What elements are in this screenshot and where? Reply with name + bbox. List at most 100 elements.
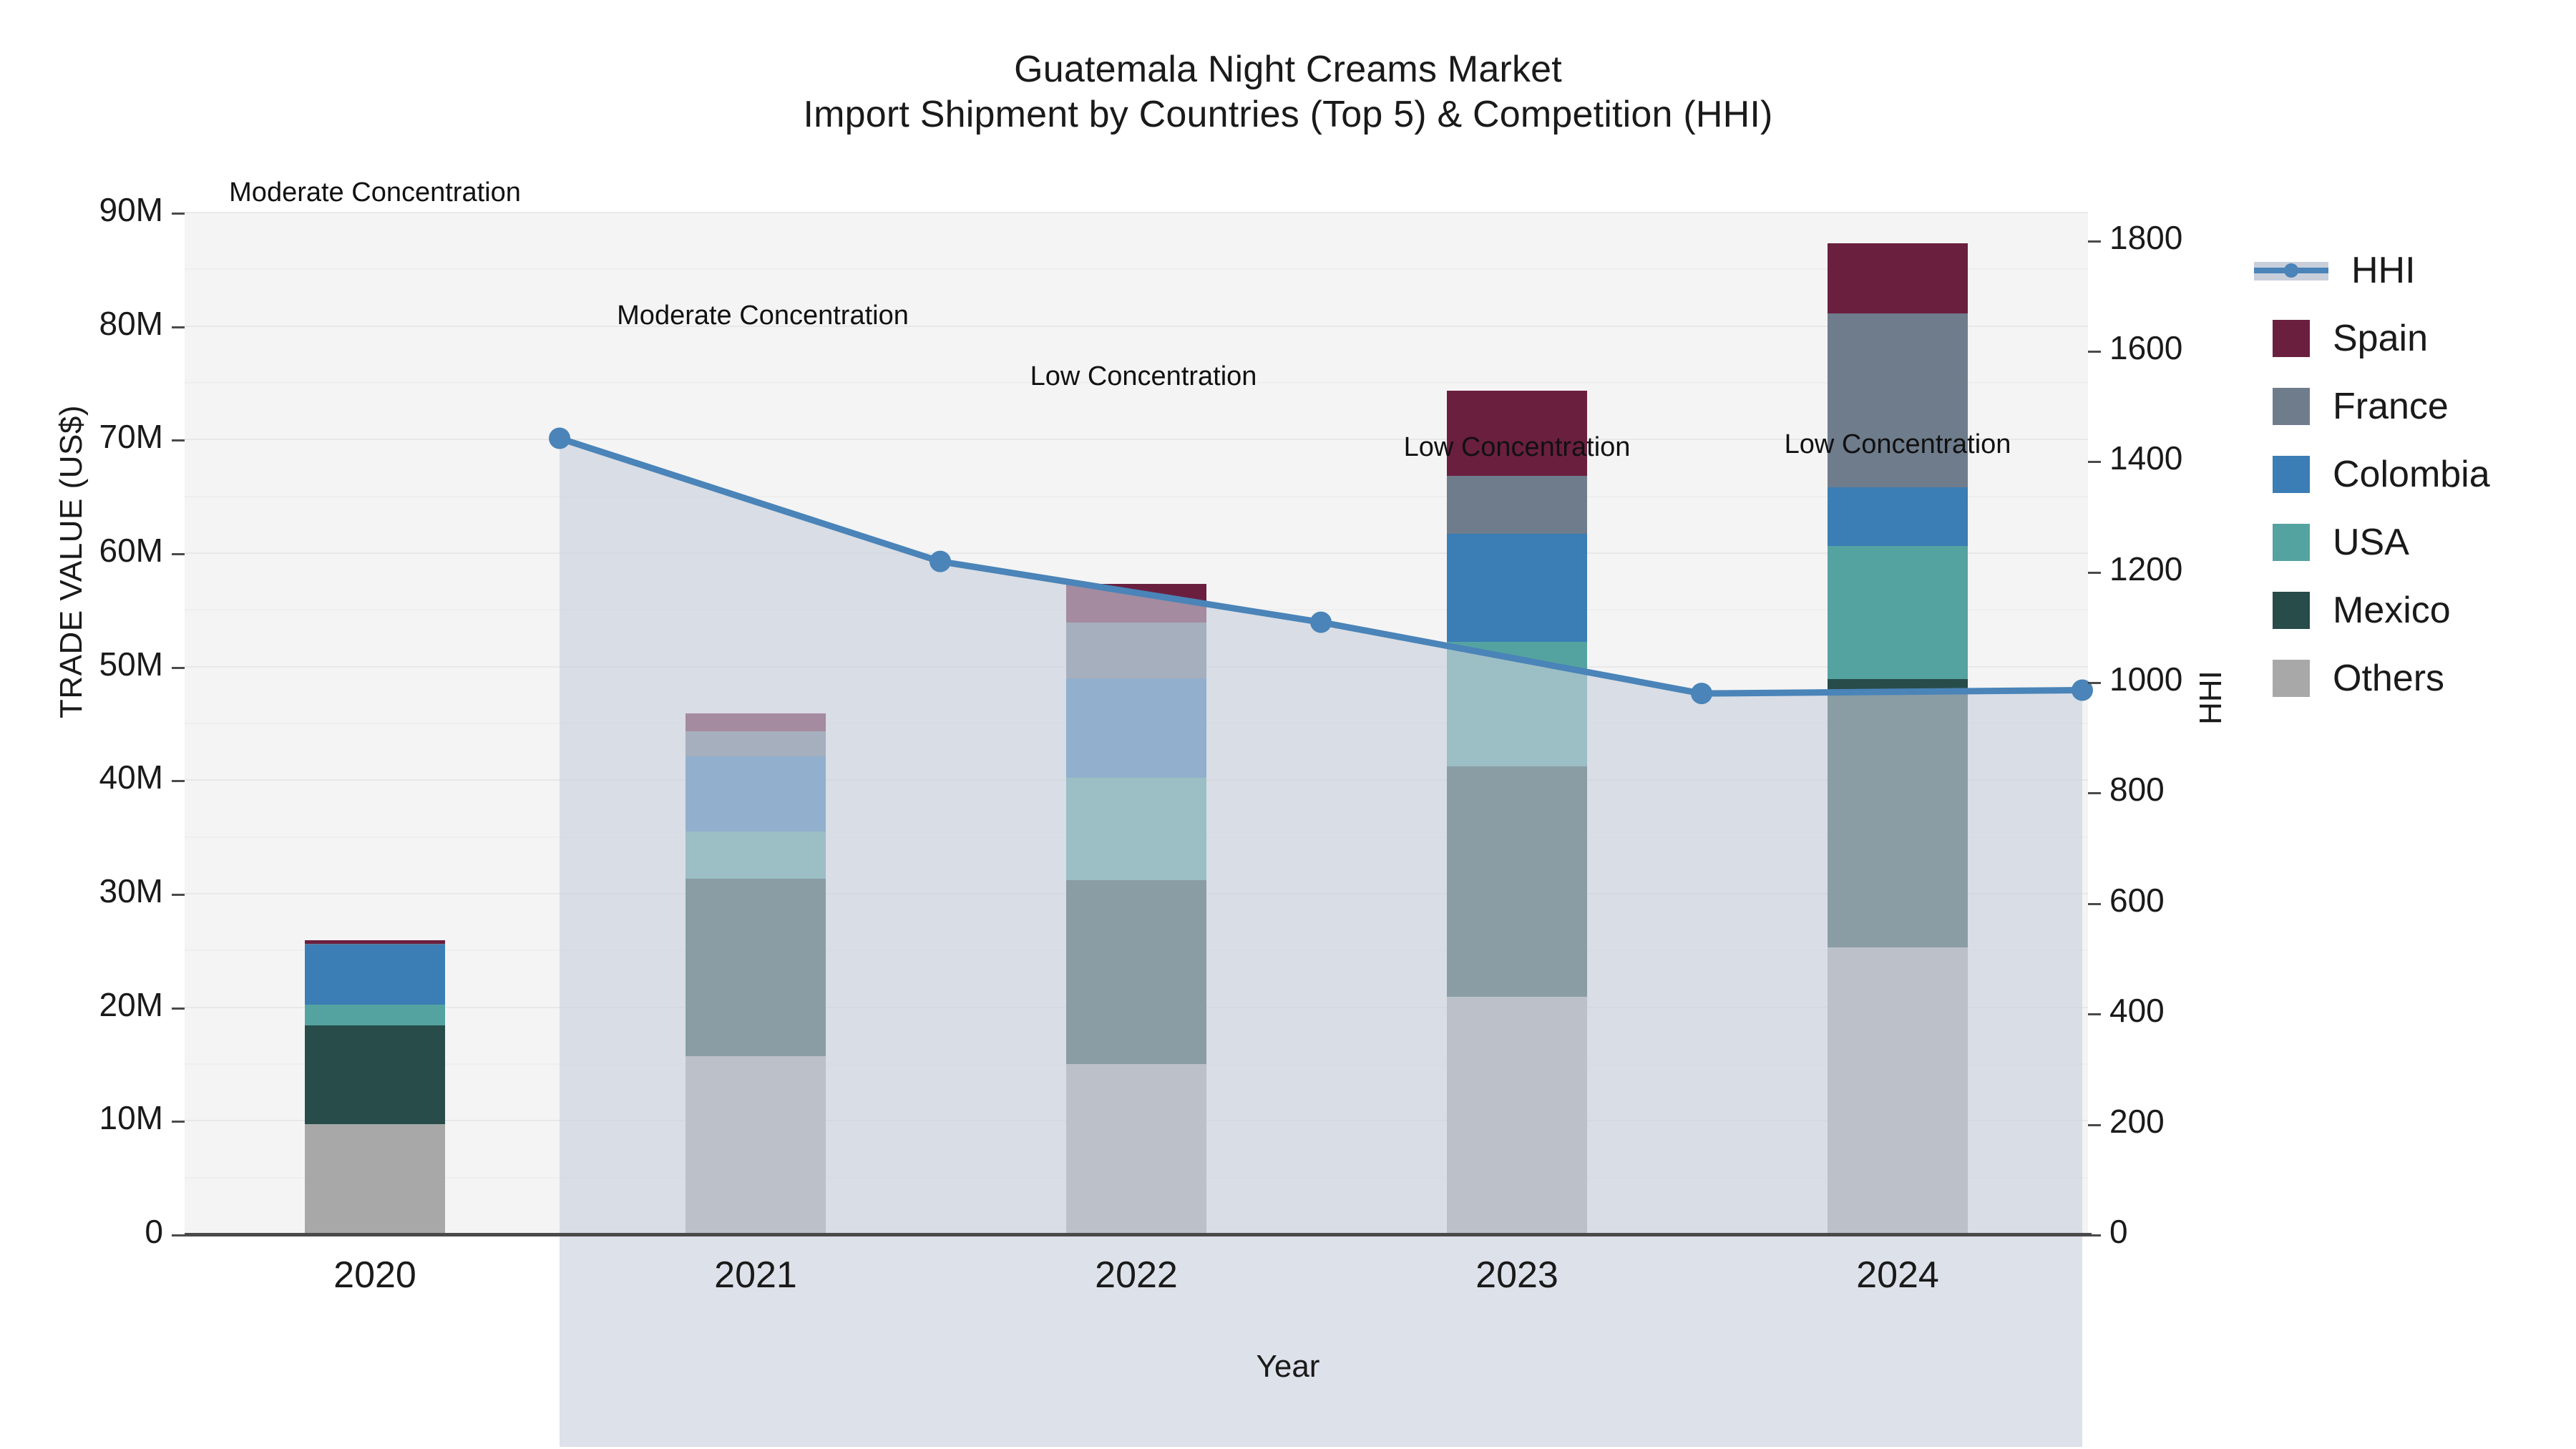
plot-area [185, 212, 2093, 1447]
y-tick-right-1200: 1200 [2109, 550, 2183, 587]
chart-title-line-1: Guatemala Night Creams Market [1014, 49, 1562, 90]
y-tick-mark-right [2088, 682, 2101, 685]
gridline [185, 325, 2088, 327]
legend-item-hhi[interactable]: HHI [2254, 236, 2490, 304]
y-tick-right-1000: 1000 [2109, 660, 2183, 698]
legend-line-key-icon [2254, 252, 2328, 289]
bar-segment-france-2024 [1828, 313, 1968, 487]
y-tick-mark-right [2088, 350, 2101, 353]
legend-item-mexico[interactable]: Mexico [2254, 576, 2490, 644]
x-tick-2021: 2021 [714, 1254, 797, 1296]
y-tick-left-60M: 60M [99, 532, 163, 569]
bar-segment-colombia-2023 [1447, 534, 1587, 642]
legend-label: Others [2333, 657, 2445, 699]
gridline [185, 552, 2088, 554]
y-tick-mark-right [2088, 240, 2101, 243]
gridline [185, 268, 2088, 270]
gridline [185, 212, 2088, 213]
bar-segment-france-2020 [305, 943, 445, 945]
legend: HHI Spain France Colombia USA Mexico Others [2254, 236, 2490, 712]
legend-swatch-icon [2273, 455, 2310, 493]
chart-title-line-2: Import Shipment by Countries (Top 5) & C… [803, 94, 1773, 136]
y-tick-right-200: 200 [2109, 1102, 2165, 1140]
hhi-marker-2023 [1691, 683, 1712, 705]
y-tick-mark-left [172, 326, 185, 328]
y-tick-mark-right [2088, 1234, 2101, 1236]
y-tick-mark-left [172, 439, 185, 442]
bar-segment-colombia-2024 [1828, 487, 1968, 547]
y-tick-mark-left [172, 666, 185, 669]
gridline [185, 495, 2088, 497]
y-tick-left-70M: 70M [99, 418, 163, 456]
bar-segment-colombia-2020 [305, 945, 445, 1005]
legend-label: Spain [2333, 317, 2428, 359]
y-tick-mark-left [172, 894, 185, 896]
y-tick-mark-right [2088, 792, 2101, 795]
gridline [185, 439, 2088, 441]
annotation-2021: Moderate Concentration [617, 300, 909, 331]
y-tick-mark-left [172, 213, 185, 215]
hhi-marker-2024 [2072, 679, 2093, 701]
x-axis-label: Year [1256, 1349, 1320, 1384]
y-tick-left-30M: 30M [99, 872, 163, 909]
x-axis-line [185, 1233, 2092, 1236]
y-tick-mark-right [2088, 902, 2101, 905]
legend-item-colombia[interactable]: Colombia [2254, 440, 2490, 508]
legend-label: France [2333, 385, 2449, 427]
y-tick-mark-right [2088, 571, 2101, 574]
legend-label: HHI [2351, 249, 2416, 291]
y-tick-left-80M: 80M [99, 304, 163, 342]
legend-swatch-icon [2273, 523, 2310, 561]
annotation-2022: Low Concentration [1030, 361, 1257, 391]
legend-item-others[interactable]: Others [2254, 644, 2490, 712]
hhi-area-fill [560, 438, 2082, 1447]
hhi-series [549, 427, 2093, 1447]
y-tick-right-1400: 1400 [2109, 439, 2183, 477]
y-tick-left-10M: 10M [99, 1099, 163, 1137]
legend-swatch-icon [2273, 659, 2310, 697]
legend-swatch-icon [2273, 319, 2310, 357]
x-tick-2022: 2022 [1095, 1254, 1178, 1296]
y-tick-right-400: 400 [2109, 992, 2165, 1030]
y-tick-mark-left [172, 1121, 185, 1123]
legend-swatch-icon [2273, 591, 2310, 629]
annotation-2024: Low Concentration [1784, 429, 2011, 459]
legend-line-marker-icon [2284, 263, 2298, 278]
y-axis-right-label: HHI [2193, 670, 2228, 725]
x-tick-2020: 2020 [333, 1254, 416, 1296]
legend-label: Mexico [2333, 589, 2451, 631]
y-tick-mark-right [2088, 1013, 2101, 1016]
y-tick-mark-left [172, 780, 185, 783]
legend-item-france[interactable]: France [2254, 372, 2490, 440]
y-tick-right-800: 800 [2109, 771, 2165, 809]
hhi-marker-2021 [930, 550, 951, 572]
x-tick-2023: 2023 [1475, 1254, 1558, 1296]
legend-swatch-icon [2273, 387, 2310, 425]
y-tick-left-90M: 90M [99, 191, 163, 228]
bar-segment-france-2023 [1447, 476, 1587, 534]
annotation-2023: Low Concentration [1403, 432, 1631, 463]
y-tick-right-600: 600 [2109, 881, 2165, 919]
y-tick-right-1600: 1600 [2109, 328, 2183, 366]
annotation-2020: Moderate Concentration [229, 177, 521, 208]
y-axis-left-label: TRADE VALUE (US$) [54, 405, 89, 718]
legend-item-spain[interactable]: Spain [2254, 304, 2490, 372]
y-tick-left-0: 0 [145, 1213, 163, 1250]
y-tick-mark-right [2088, 461, 2101, 464]
bar-segment-spain-2023 [1447, 391, 1587, 477]
y-tick-left-50M: 50M [99, 645, 163, 683]
y-tick-right-0: 0 [2109, 1213, 2128, 1250]
y-tick-mark-right [2088, 1123, 2101, 1126]
bar-segment-others-2020 [305, 1124, 445, 1234]
hhi-marker-2022 [1310, 611, 1332, 633]
y-tick-right-1800: 1800 [2109, 218, 2183, 256]
legend-label: Colombia [2333, 453, 2490, 495]
y-tick-left-40M: 40M [99, 758, 163, 796]
legend-item-usa[interactable]: USA [2254, 508, 2490, 576]
y-tick-mark-left [172, 553, 185, 555]
bar-segment-usa-2024 [1828, 546, 1968, 680]
y-tick-left-20M: 20M [99, 985, 163, 1023]
bar-segment-mexico-2020 [305, 1025, 445, 1125]
x-tick-2024: 2024 [1856, 1254, 1939, 1296]
